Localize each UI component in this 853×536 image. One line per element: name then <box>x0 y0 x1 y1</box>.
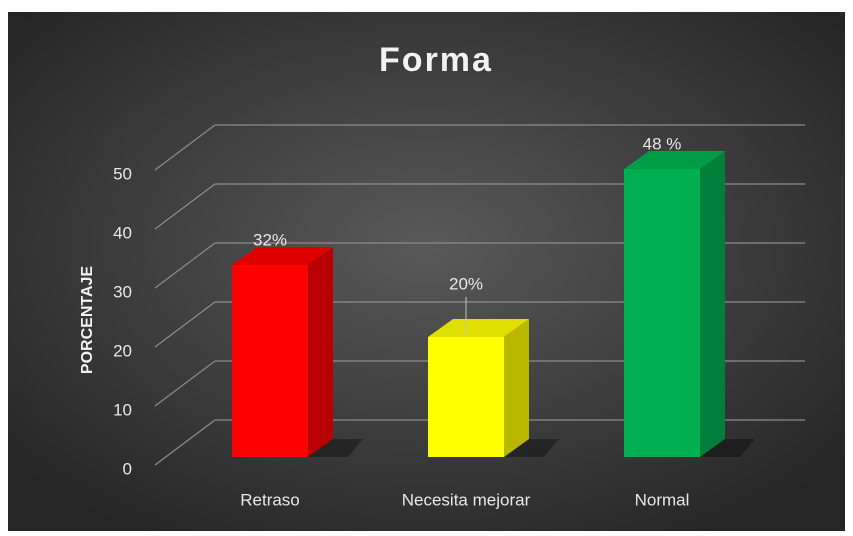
y-tick-label: 40 <box>113 223 132 242</box>
y-tick-label: 10 <box>113 400 132 419</box>
bar-side <box>700 151 725 457</box>
bar-top <box>428 319 529 337</box>
value-label: 48 % <box>643 134 682 153</box>
value-label: 32% <box>253 230 287 249</box>
grid-line-side <box>154 419 216 466</box>
bar-side <box>504 319 529 457</box>
bar-top <box>624 151 725 169</box>
bar <box>232 265 308 457</box>
grid-line-side <box>154 124 216 171</box>
grid-line-side <box>154 360 216 407</box>
bar <box>428 337 504 457</box>
y-tick-label: 20 <box>113 341 132 360</box>
bar <box>624 169 700 457</box>
grid-line-side <box>154 242 216 289</box>
value-label: 20% <box>449 274 483 293</box>
y-tick-label: 30 <box>113 282 132 301</box>
x-tick-label: Retraso <box>240 490 300 509</box>
y-tick-label: 0 <box>123 459 132 478</box>
y-tick-label: 50 <box>113 164 132 183</box>
x-tick-label: Normal <box>635 490 690 509</box>
x-tick-label: Necesita mejorar <box>402 490 531 509</box>
bar-top <box>232 247 333 265</box>
chart-title: Forma <box>379 41 493 79</box>
bar-side <box>308 247 333 457</box>
y-axis-label: PORCENTAJE <box>79 266 96 374</box>
grid-line-side <box>154 301 216 348</box>
grid-line-side <box>154 183 216 230</box>
